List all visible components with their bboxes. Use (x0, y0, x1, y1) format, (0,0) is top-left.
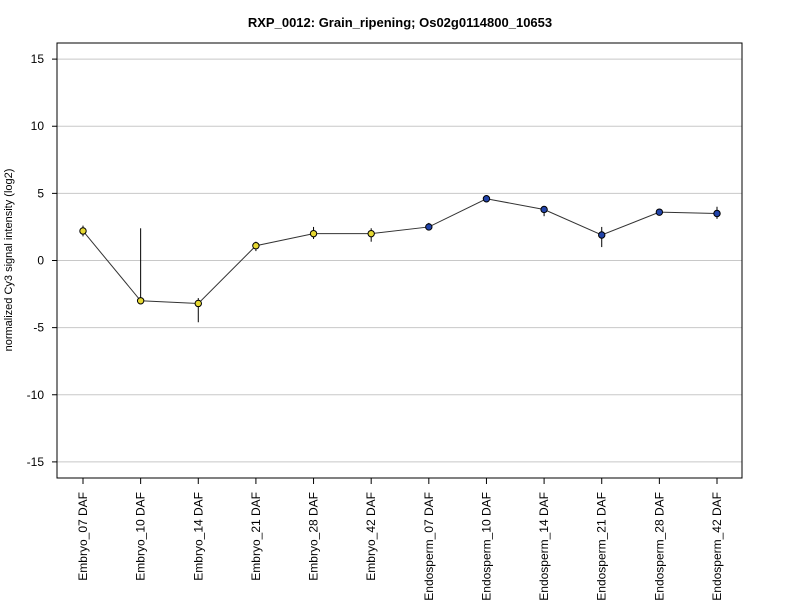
chart-title: RXP_0012: Grain_ripening; Os02g0114800_1… (248, 15, 552, 30)
x-tick-label: Endosperm_28 DAF (652, 492, 666, 600)
grid-lines (57, 58, 742, 463)
y-tick-label: 15 (31, 52, 45, 66)
x-tick-label: Endosperm_14 DAF (537, 492, 551, 600)
data-point (252, 242, 260, 250)
data-point (540, 205, 548, 214)
y-tick-label: -5 (33, 321, 44, 335)
x-tick-label: Embryo_07 DAF (76, 492, 90, 581)
data-point (482, 195, 491, 203)
data-point (309, 229, 318, 238)
x-tick-label: Endosperm_07 DAF (422, 492, 436, 600)
y-tick-label: 5 (37, 186, 44, 200)
data-point (598, 231, 606, 239)
data-point (194, 299, 202, 308)
x-tick-label: Embryo_14 DAF (191, 492, 205, 581)
y-tick-label: -10 (27, 388, 45, 402)
data-point (425, 223, 433, 231)
x-axis: Embryo_07 DAF Embryo_10 DAF Embryo_14 DAF E… (76, 478, 724, 600)
data-point (367, 229, 375, 238)
x-tick-label: Endosperm_42 DAF (710, 492, 724, 600)
x-tick-label: Endosperm_10 DAF (479, 492, 493, 600)
y-axis: 15 10 5 0 -5 -10 -15 (27, 52, 57, 469)
data-point (79, 227, 87, 235)
y-tick-label: -15 (27, 455, 45, 469)
y-axis-label: normalized Cy3 signal intensity (log2) (3, 169, 15, 352)
error-bars (82, 196, 718, 323)
x-tick-label: Embryo_28 DAF (307, 492, 321, 581)
x-tick-label: Embryo_42 DAF (364, 492, 378, 581)
x-tick-label: Endosperm_21 DAF (595, 492, 609, 600)
x-tick-label: Embryo_10 DAF (134, 492, 148, 581)
y-tick-label: 0 (37, 254, 44, 268)
series-line (82, 198, 718, 304)
x-tick-label: Embryo_21 DAF (249, 492, 263, 581)
series-polyline (82, 198, 718, 304)
y-tick-label: 10 (31, 119, 45, 133)
data-point (136, 297, 145, 305)
data-point (655, 208, 664, 216)
data-points (79, 195, 721, 308)
data-point (713, 209, 721, 218)
